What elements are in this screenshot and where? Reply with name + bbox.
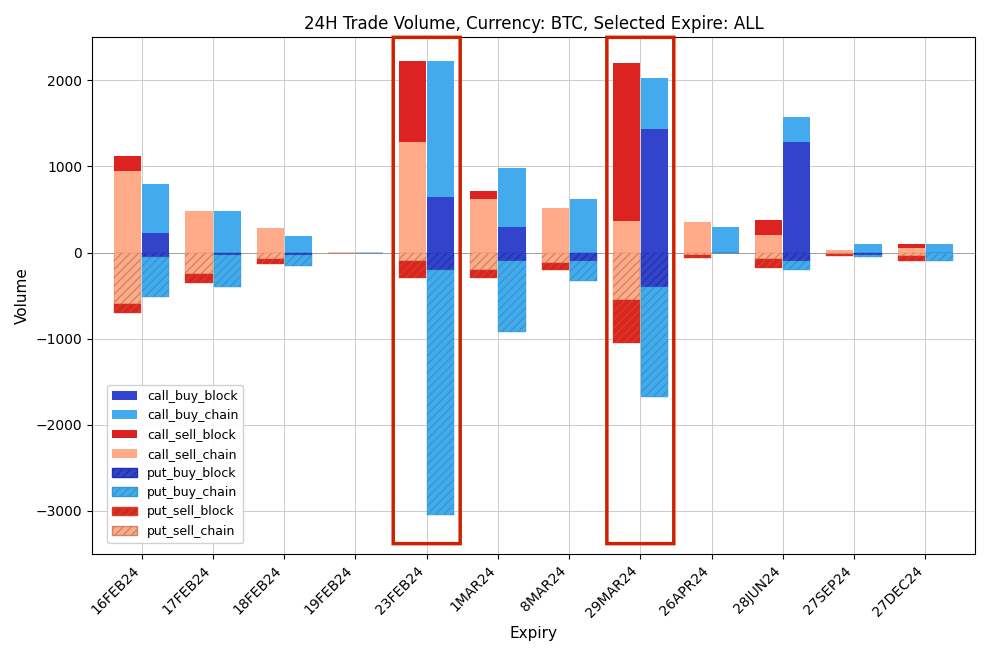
X-axis label: Expiry: Expiry [510,626,557,641]
Bar [926,244,952,253]
Bar [143,233,169,253]
Bar [783,142,811,253]
Bar [498,253,526,261]
Bar [827,255,853,256]
Bar [755,260,782,268]
Bar [498,261,526,332]
Bar [684,255,711,258]
Bar [114,253,142,304]
Bar [114,171,142,253]
Bar [428,253,454,270]
Bar [641,78,668,129]
Bar [285,236,312,253]
Bar [256,260,284,264]
Bar [641,253,668,287]
Bar [641,287,668,398]
Y-axis label: Volume: Volume [15,267,30,324]
Bar [470,253,497,270]
Bar [613,220,640,253]
Bar [783,253,811,261]
Bar [428,60,454,197]
Bar [498,227,526,253]
Bar [185,274,213,283]
Bar [185,253,213,274]
Bar [755,253,782,260]
Bar [569,199,597,253]
Bar [755,220,782,236]
Bar [256,253,284,260]
Bar [399,253,426,261]
Bar [256,228,284,253]
Bar [827,250,853,253]
Bar [185,211,213,253]
Bar [114,156,142,171]
Bar [285,255,312,266]
Bar [854,255,881,257]
Bar [783,117,811,142]
Bar [854,253,881,255]
Bar [898,244,925,249]
Bar [613,63,640,220]
Bar [285,253,312,255]
Bar [854,244,881,253]
Bar [684,253,711,255]
Bar [569,261,597,281]
Bar [613,253,640,300]
Legend: call_buy_block, call_buy_chain, call_sell_block, call_sell_chain, put_buy_block,: call_buy_block, call_buy_chain, call_sel… [107,385,244,543]
Bar [684,222,711,253]
Bar [428,270,454,515]
Bar [114,304,142,313]
Bar [569,253,597,261]
Bar [542,253,568,263]
Bar [755,236,782,253]
Title: 24H Trade Volume, Currency: BTC, Selected Expire: ALL: 24H Trade Volume, Currency: BTC, Selecte… [304,15,763,33]
Bar [712,227,740,253]
Bar [898,253,925,256]
Bar [399,142,426,253]
Bar [470,199,497,253]
Bar [898,249,925,253]
Bar [542,263,568,270]
Bar [498,168,526,227]
Bar [214,211,241,253]
Bar [399,261,426,278]
Bar [214,255,241,287]
Bar [613,300,640,343]
Bar [470,191,497,199]
Bar [898,256,925,261]
Bar [641,129,668,253]
Bar [542,208,568,253]
Bar [143,253,169,257]
Bar [143,184,169,233]
Bar [143,257,169,297]
Bar [470,270,497,278]
Bar [428,197,454,253]
Bar [783,261,811,270]
Bar [214,253,241,255]
Bar [399,60,426,142]
Bar [827,253,853,255]
Bar [926,253,952,261]
